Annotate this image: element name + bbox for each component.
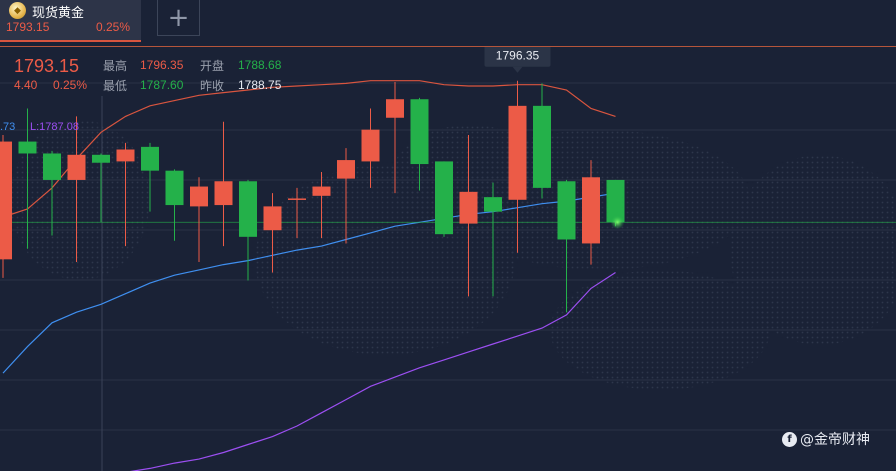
candle-body — [361, 129, 380, 162]
open-label: 开盘 — [200, 59, 225, 73]
low-value: 1787.60 — [140, 78, 184, 92]
max-label-pointer — [512, 66, 523, 73]
candle-body — [410, 99, 429, 165]
high-label: 最高 — [103, 59, 128, 73]
lower-band-line — [129, 271, 616, 471]
candle-body — [18, 141, 37, 154]
candle-body — [288, 198, 306, 200]
candle-body — [606, 179, 625, 223]
candle-body — [214, 181, 233, 206]
candle-body — [312, 186, 331, 196]
candle-body — [116, 149, 135, 162]
candle-body — [508, 105, 527, 200]
candle-body — [165, 170, 184, 206]
brand-logo-icon: f — [782, 431, 797, 447]
tab-price: 1793.15 — [6, 20, 50, 34]
candle-body — [484, 197, 502, 212]
candle-body — [67, 154, 86, 180]
candle-body — [0, 141, 12, 260]
current-price: 1793.15 — [14, 56, 80, 76]
candle-body — [239, 181, 257, 237]
chart-series: 1796.35 — [0, 42, 896, 471]
candle-body — [386, 99, 404, 118]
candle-body — [459, 191, 478, 224]
candle-body — [43, 153, 61, 180]
tab-change-pct: 0.25% — [96, 20, 131, 34]
open-value: 1788.68 — [238, 58, 282, 72]
candle-body — [557, 181, 576, 240]
price-change: 4.40 — [14, 78, 38, 92]
high-value: 1796.35 — [140, 58, 184, 72]
candle-body — [337, 160, 355, 179]
candle-body — [263, 206, 282, 231]
low-label: 最低 — [103, 79, 128, 93]
candle-body — [141, 146, 159, 171]
legend-middle-band: .73 — [0, 121, 16, 133]
add-tab-button[interactable]: + — [157, 0, 200, 36]
candle-body — [190, 186, 208, 207]
watermark-text: @金帝财神 — [800, 432, 870, 448]
prev-close-label: 昨收 — [200, 79, 225, 93]
tab-bar: ◆ 现货黄金 1793.15 0.25% + — [0, 0, 896, 47]
tab-label: 现货黄金 — [32, 6, 85, 21]
candle-body — [92, 154, 110, 163]
candle-body — [435, 161, 453, 235]
candle-body — [582, 177, 600, 244]
upper-band-line — [2, 80, 616, 218]
prev-close-value: 1788.75 — [238, 78, 282, 92]
price-change-pct: 0.25% — [53, 78, 88, 92]
candle-body — [533, 105, 551, 188]
tab-spot-gold[interactable]: ◆ 现货黄金 1793.15 0.25% — [0, 0, 141, 42]
watermark: f @金帝财神 — [782, 429, 870, 449]
gold-coin-icon: ◆ — [9, 2, 26, 19]
plus-icon: + — [167, 2, 190, 33]
middle-band-line — [2, 192, 616, 374]
max-label-box — [484, 42, 551, 67]
max-price-label: 1796.35 — [496, 49, 540, 63]
legend-lower-band: L:1787.08 — [30, 121, 79, 133]
last-price-glow — [610, 215, 625, 230]
